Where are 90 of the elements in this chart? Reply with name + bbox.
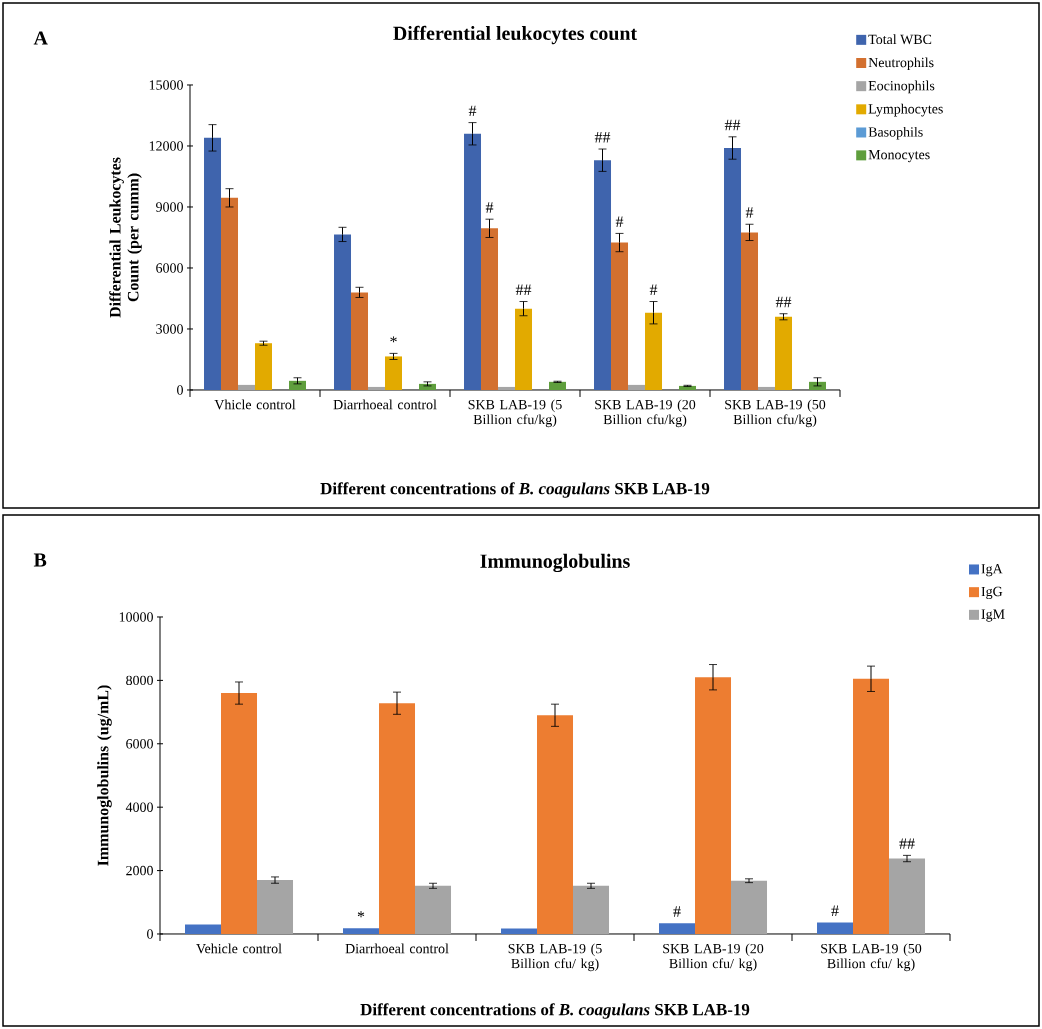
x-tick-label: Diarrhoeal control [345, 943, 449, 954]
x-tick-label: SKB LAB-19 (5 Billion cfu/kg) [468, 399, 562, 428]
x-tick-label: Diarrhoeal control [333, 399, 437, 410]
bar [659, 923, 696, 934]
y-tick-label: 8000 [126, 675, 153, 686]
legend-label: Total WBC [868, 34, 932, 45]
y-tick-label: 15000 [149, 80, 183, 90]
bar [481, 228, 499, 390]
bar [385, 356, 403, 390]
data-label: ## [594, 132, 611, 143]
x-tick-label: Vhicle control [214, 399, 296, 410]
bar [695, 677, 732, 934]
bar [515, 308, 533, 390]
bar [758, 386, 776, 390]
data-label: ## [775, 296, 792, 308]
y-tick-label: 10000 [119, 612, 153, 622]
legend-label: IgG [981, 586, 1003, 600]
legend-label: Neutrophils [868, 57, 934, 71]
y-tick-label: 4000 [125, 802, 153, 812]
data-label: ## [515, 284, 532, 296]
legend-label: Eocinophils [868, 80, 935, 94]
data-label: # [831, 905, 839, 917]
y-tick-label: 0 [177, 385, 183, 395]
bar [185, 924, 222, 934]
bar [594, 160, 612, 390]
data-label: * [357, 911, 365, 918]
bar [343, 928, 380, 934]
y-tick-label: 6000 [126, 739, 153, 749]
bar [645, 312, 663, 390]
bar [731, 880, 768, 934]
y-tick-label: 12000 [149, 141, 183, 151]
x-tick-label: SKB LAB-19 (20 Billion cfu/kg) [595, 399, 696, 428]
chart-title: Immunoglobulins [480, 553, 630, 573]
bar [204, 137, 222, 390]
x-tick-label: SKB LAB-19 (20 Billion cfu/ kg) [663, 943, 764, 972]
bar [379, 703, 416, 934]
bar [255, 343, 273, 390]
bar [679, 385, 697, 390]
bar [334, 234, 352, 390]
bar [724, 148, 742, 390]
y-tick-label: 6000 [156, 263, 183, 273]
data-label: # [615, 216, 624, 227]
bar [257, 880, 294, 934]
y-axis-title: Differential Leukocytes Count (per cumm) [109, 157, 142, 318]
y-tick-label: 0 [147, 929, 153, 939]
bar [464, 133, 482, 390]
bar [221, 197, 239, 390]
bar [415, 885, 452, 934]
legend-label: Basophils [868, 126, 923, 140]
legend-label: Lymphocytes [868, 103, 943, 117]
bar [221, 693, 258, 934]
bar [628, 384, 646, 390]
x-tick-label: SKB LAB-19 (5 Billion cfu/ kg) [508, 943, 602, 972]
chart-title: Differential leukocytes count [393, 25, 638, 45]
bar [498, 386, 516, 390]
text: B [33, 553, 47, 567]
y-axis-title: Immunoglobulins (ug/mL) [97, 685, 112, 866]
bar [853, 678, 890, 934]
data-label: # [649, 284, 658, 296]
legend-label: IgM [981, 609, 1005, 622]
bar [351, 292, 369, 390]
bar [889, 858, 926, 934]
data-label: # [485, 202, 494, 213]
bar [537, 715, 574, 934]
text: A [33, 31, 48, 45]
data-label: # [745, 207, 754, 218]
x-tick-label: Vehicle control [196, 943, 282, 954]
bar [817, 922, 854, 934]
x-tick-label: SKB LAB-19 (50 Billion cfu/ kg) [821, 943, 922, 972]
data-label: ## [724, 119, 741, 131]
bar [549, 381, 567, 390]
bar [368, 386, 386, 390]
bar [775, 316, 793, 390]
x-axis-title: Different concentrations of B. coagulans SKB LAB-19 [320, 482, 710, 498]
legend-label: IgA [981, 564, 1003, 577]
data-label: # [468, 105, 477, 117]
x-tick-label: SKB LAB-19 (50 Billion cfu/kg) [725, 399, 826, 428]
bar [611, 242, 629, 390]
y-tick-label: 3000 [156, 324, 183, 334]
data-label: # [673, 906, 681, 917]
legend-label: Monocytes [868, 150, 930, 163]
bar [238, 384, 256, 390]
x-axis-title: Different concentrations of B. coagulans SKB LAB-19 [360, 1003, 750, 1019]
y-tick-label: 2000 [126, 865, 153, 876]
y-tick-label: 9000 [156, 202, 183, 212]
bar [501, 928, 538, 934]
data-label: * [390, 336, 397, 343]
bar [573, 885, 610, 934]
data-label: ## [899, 838, 915, 849]
bar [741, 232, 759, 390]
